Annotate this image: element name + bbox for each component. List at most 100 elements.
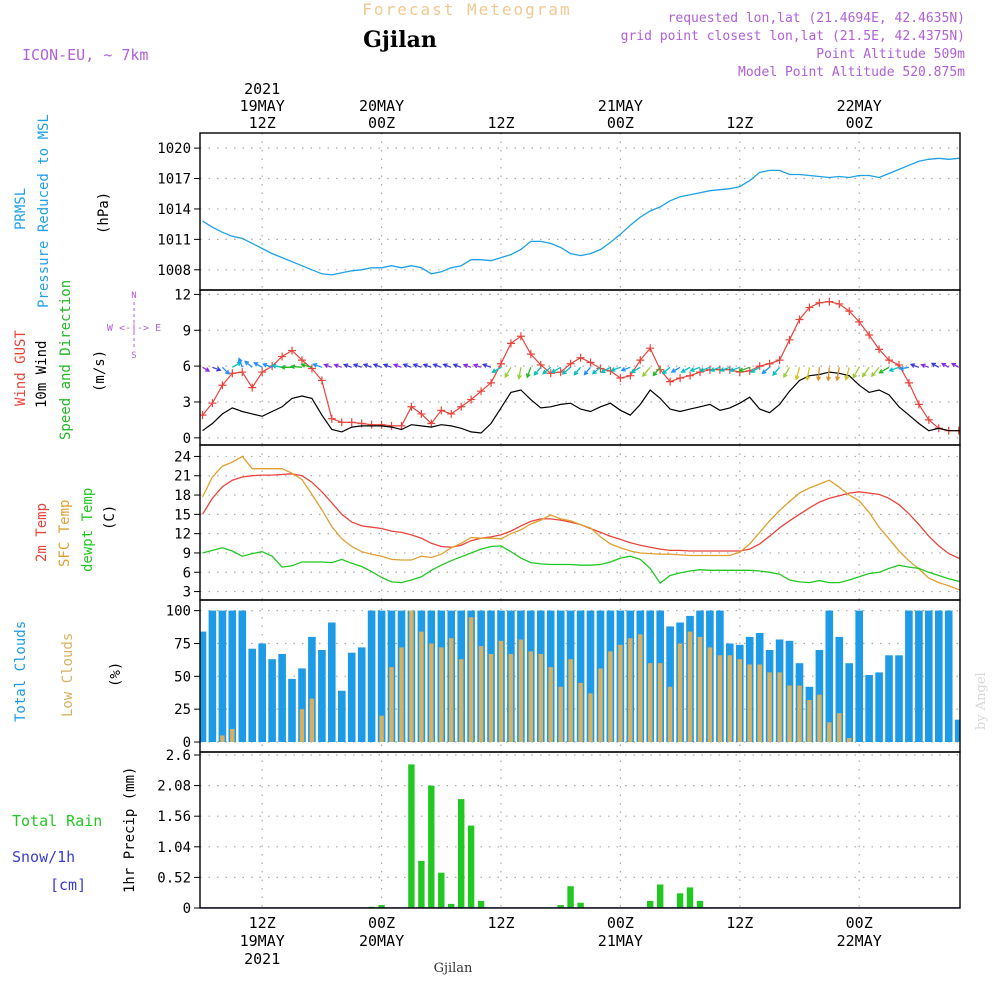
wind-direction-arrow xyxy=(728,366,741,373)
time-label-bottom: 19MAY xyxy=(240,932,285,950)
low-clouds-bar xyxy=(827,722,832,742)
gust-marker xyxy=(775,356,784,365)
time-label-bottom: 21MAY xyxy=(598,932,643,950)
wind-direction-arrow xyxy=(620,366,631,372)
wind-direction-arrow xyxy=(991,363,998,367)
gust-marker xyxy=(914,400,923,409)
gust-marker xyxy=(397,421,406,430)
location-title: Gjilan xyxy=(363,27,437,53)
y-tick-label: 100 xyxy=(166,604,191,620)
gust-marker xyxy=(875,345,884,354)
label-ms: (m/s) xyxy=(92,350,108,392)
gust-marker xyxy=(616,374,625,383)
low-clouds-bar xyxy=(409,610,414,742)
rain-bar xyxy=(408,764,415,908)
label-2m-temp: 2m Temp xyxy=(34,503,50,562)
low-clouds-bar xyxy=(638,634,643,742)
time-label-top: 12Z xyxy=(487,114,514,132)
low-clouds-bar xyxy=(767,672,772,742)
wind-direction-arrow xyxy=(412,363,422,368)
low-clouds-bar xyxy=(399,647,404,742)
gust-marker xyxy=(496,359,505,368)
low-clouds-bar xyxy=(837,713,842,742)
gust-marker xyxy=(885,356,894,365)
total-clouds-bar xyxy=(367,610,376,742)
label-dewpt-temp: dewpt Temp xyxy=(80,488,96,572)
wind-direction-arrow xyxy=(826,367,831,382)
total-clouds-bar xyxy=(905,610,913,742)
total-clouds-bar xyxy=(328,622,336,742)
gust-marker xyxy=(347,418,356,427)
y-tick-label: 6 xyxy=(183,565,191,581)
wind-direction-arrow xyxy=(750,366,761,373)
total-clouds-bar xyxy=(576,610,585,742)
wind-direction-arrow xyxy=(333,363,343,369)
gust-marker xyxy=(985,424,993,432)
total-clouds-bar xyxy=(954,719,960,742)
gust-marker xyxy=(248,383,257,392)
gust-marker xyxy=(377,420,386,429)
label-total-rain: Total Rain xyxy=(12,812,102,830)
y-tick-label: 9 xyxy=(183,546,191,562)
total-clouds-bar xyxy=(586,610,595,742)
time-label-top: 19MAY xyxy=(240,97,285,115)
wind-direction-arrow xyxy=(289,364,303,370)
wind-direction-arrow xyxy=(972,363,979,367)
panel-frame xyxy=(199,132,961,291)
wind-direction-arrow xyxy=(610,366,621,372)
wind-direction-arrow xyxy=(719,366,731,372)
y-tick-label: 3 xyxy=(183,585,191,601)
time-label-bottom: 12Z xyxy=(487,914,514,932)
wind-direction-arrow xyxy=(772,366,781,377)
low-clouds-bar xyxy=(459,659,464,742)
wind-direction-arrow xyxy=(680,366,691,373)
total-clouds-bar xyxy=(258,643,266,742)
low-clouds-bar xyxy=(807,700,812,742)
total-clouds-bar xyxy=(556,610,565,742)
rain-bar xyxy=(378,905,385,908)
label-speed-direction: Speed and Direction xyxy=(58,280,74,440)
total-clouds-bar xyxy=(200,631,207,742)
wind-direction-arrow xyxy=(761,366,771,375)
rain-bar xyxy=(448,903,455,908)
wind-direction-arrow xyxy=(253,362,263,368)
wind-direction-arrow xyxy=(816,367,822,382)
low-clouds-bar xyxy=(508,654,514,742)
low-clouds-bar xyxy=(608,651,613,742)
temp-2m-line xyxy=(201,473,960,560)
total-clouds-bar xyxy=(885,655,893,742)
low-clouds-bar xyxy=(518,639,524,742)
y-tick-label: 12 xyxy=(174,287,191,303)
label-total-clouds: Total Clouds xyxy=(13,621,29,722)
low-clouds-bar xyxy=(757,664,762,742)
wind-direction-arrow xyxy=(661,366,671,375)
total-clouds-bar xyxy=(218,610,227,742)
total-clouds-bar xyxy=(288,678,296,742)
label-prmsl: PRMSL xyxy=(13,188,29,230)
wind-direction-arrow xyxy=(835,367,841,382)
meteogram-title: Forecast Meteogram xyxy=(362,0,571,19)
compass-n: N xyxy=(131,291,136,301)
total-clouds-bar xyxy=(865,675,873,742)
time-label-bottom: 00Z xyxy=(368,914,395,932)
rain-bar xyxy=(657,884,664,908)
gust-marker xyxy=(904,378,913,387)
panel-temperature: 3 6 9 12 15 18 21 24 2m Temp SFC Temp dewpt Temp (C… xyxy=(34,444,961,601)
gust-marker xyxy=(676,374,685,383)
low-clouds-bar xyxy=(419,631,424,742)
low-clouds-bar xyxy=(548,667,553,742)
low-clouds-bar xyxy=(379,715,384,742)
gust-marker xyxy=(367,420,376,429)
wind-direction-arrow xyxy=(583,366,591,376)
total-clouds-bar xyxy=(855,610,863,742)
wind-direction-arrow xyxy=(442,363,452,368)
gust-marker xyxy=(845,307,854,316)
model-label: ICON-EU, ~ 7km xyxy=(22,46,148,64)
y-tick-label: 2.6 xyxy=(166,748,191,764)
panels: 1008 1011 1014 1017 1020 PRMSL Pressure Reduce… xyxy=(12,114,998,917)
wind-direction-arrow xyxy=(940,362,950,368)
panel-data xyxy=(200,764,960,908)
time-label-bottom: 2021 xyxy=(244,950,280,968)
